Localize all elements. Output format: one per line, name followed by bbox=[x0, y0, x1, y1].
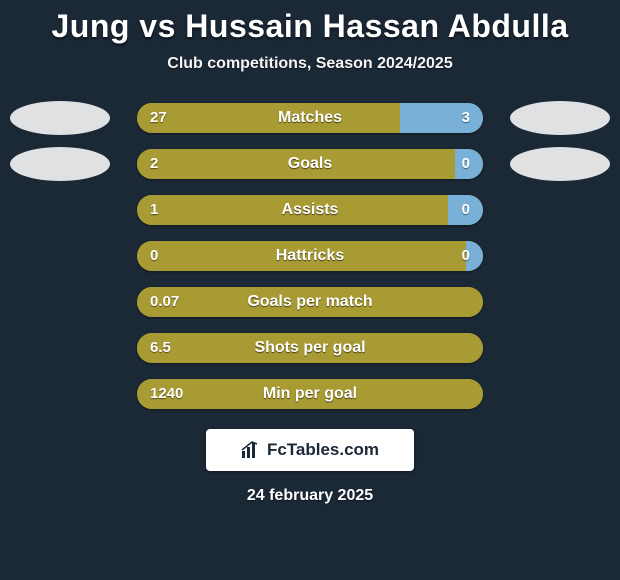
bar-left bbox=[137, 241, 466, 271]
generated-date: 24 february 2025 bbox=[0, 487, 620, 505]
stat-row: 00Hattricks bbox=[0, 241, 620, 271]
bar-left bbox=[137, 379, 483, 409]
value-left: 0 bbox=[150, 241, 158, 271]
stat-row: 0.07Goals per match bbox=[0, 287, 620, 317]
value-right: 3 bbox=[462, 103, 470, 133]
player-right-avatar bbox=[510, 101, 610, 135]
stat-row: 20Goals bbox=[0, 149, 620, 179]
player-right-avatar bbox=[510, 147, 610, 181]
stat-row: 6.5Shots per goal bbox=[0, 333, 620, 363]
bar-left bbox=[137, 287, 483, 317]
comparison-chart: 273Matches20Goals10Assists00Hattricks0.0… bbox=[0, 103, 620, 409]
value-right: 0 bbox=[462, 149, 470, 179]
value-right: 0 bbox=[462, 241, 470, 271]
bar-track bbox=[137, 333, 483, 363]
player-left-avatar bbox=[10, 147, 110, 181]
value-right: 0 bbox=[462, 195, 470, 225]
value-left: 1240 bbox=[150, 379, 183, 409]
bar-right bbox=[400, 103, 483, 133]
bar-track bbox=[137, 287, 483, 317]
bar-left bbox=[137, 333, 483, 363]
bar-left bbox=[137, 103, 400, 133]
comparison-subtitle: Club competitions, Season 2024/2025 bbox=[0, 55, 620, 73]
comparison-title: Jung vs Hussain Hassan Abdulla bbox=[0, 0, 620, 45]
bar-track bbox=[137, 195, 483, 225]
bar-track bbox=[137, 103, 483, 133]
value-left: 0.07 bbox=[150, 287, 179, 317]
value-left: 6.5 bbox=[150, 333, 171, 363]
logo-text: FcTables.com bbox=[267, 440, 379, 460]
bar-track bbox=[137, 379, 483, 409]
bar-track bbox=[137, 241, 483, 271]
value-left: 2 bbox=[150, 149, 158, 179]
stat-row: 10Assists bbox=[0, 195, 620, 225]
value-left: 1 bbox=[150, 195, 158, 225]
player-left-avatar bbox=[10, 101, 110, 135]
value-left: 27 bbox=[150, 103, 167, 133]
stat-row: 1240Min per goal bbox=[0, 379, 620, 409]
site-logo: FcTables.com bbox=[206, 429, 414, 471]
bar-left bbox=[137, 195, 448, 225]
stat-row: 273Matches bbox=[0, 103, 620, 133]
bar-left bbox=[137, 149, 455, 179]
chart-icon bbox=[241, 441, 263, 459]
bar-track bbox=[137, 149, 483, 179]
